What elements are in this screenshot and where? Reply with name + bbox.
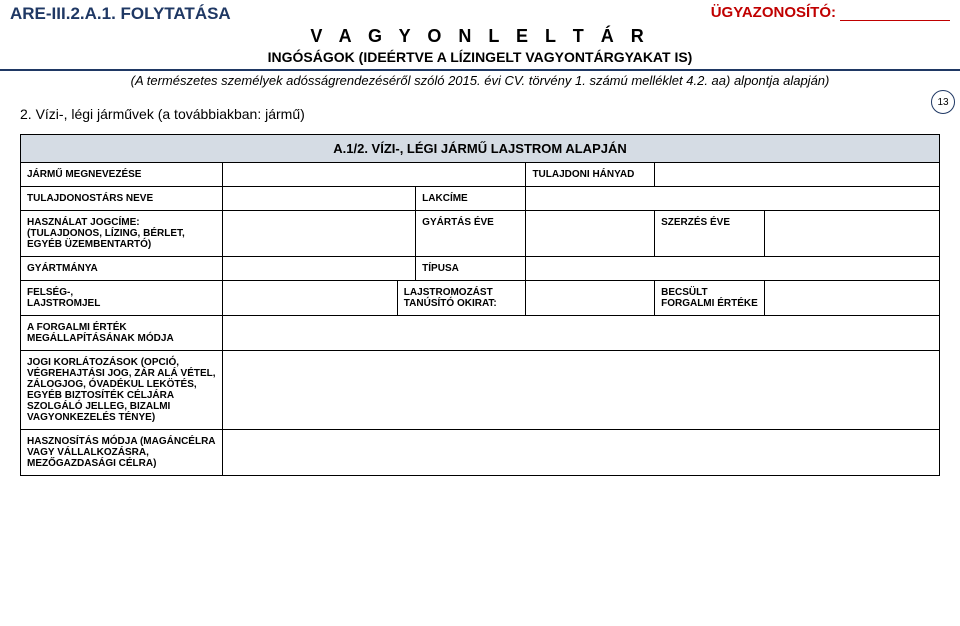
- field-jarmu-megnevezese[interactable]: [223, 163, 526, 187]
- subtitle-2: (A természetes személyek adósságrendezés…: [0, 73, 960, 88]
- field-tulajdoni-hanyad[interactable]: [655, 163, 940, 187]
- label-hasznositas-modja: HASZNOSÍTÁS MÓDJA (MAGÁNCÉLRA VAGY VÁLLA…: [21, 430, 223, 476]
- label-felseg-lajstromjel: FELSÉG-, LAJSTROMJEL: [21, 281, 223, 316]
- field-hasznalat-jogcime[interactable]: [223, 211, 416, 257]
- field-szerzes-eve[interactable]: [765, 211, 940, 257]
- main-title: V A G Y O N L E L T Á R: [0, 26, 960, 47]
- field-tulajdonostars-neve[interactable]: [223, 187, 416, 211]
- section-heading: 2. Vízi-, légi járművek (a továbbiakban:…: [20, 106, 940, 122]
- label-gyartmanya: GYÁRTMÁNYA: [21, 257, 223, 281]
- label-szerzes-eve: SZERZÉS ÉVE: [655, 211, 765, 257]
- label-lakcime: LAKCÍME: [416, 187, 526, 211]
- label-jarmu-megnevezese: JÁRMŰ MEGNEVEZÉSE: [21, 163, 223, 187]
- field-lajstromozast-tanusito[interactable]: [526, 281, 655, 316]
- label-gyartas-eve: GYÁRTÁS ÉVE: [416, 211, 526, 257]
- label-hasznalat-jogcime: HASZNÁLAT JOGCÍME: (TULAJDONOS, LÍZING, …: [21, 211, 223, 257]
- case-id-label: ÜGYAZONOSÍTÓ:: [711, 4, 950, 21]
- field-forgalmi-ertek-modja[interactable]: [223, 316, 940, 351]
- label-becsult-forgalmi: BECSÜLT FORGALMI ÉRTÉKE: [655, 281, 765, 316]
- divider: [0, 69, 960, 71]
- label-lajstromozast-tanusito: LAJSTROMOZÁST TANÚSÍTÓ OKIRAT:: [397, 281, 526, 316]
- form-code: ARE-III.2.A.1. FOLYTATÁSA: [10, 4, 231, 24]
- field-hasznositas-modja[interactable]: [223, 430, 940, 476]
- case-id-line: [840, 20, 950, 21]
- field-tipusa[interactable]: [526, 257, 940, 281]
- field-felseg-lajstromjel[interactable]: [223, 281, 398, 316]
- field-jogi-korlatozasok[interactable]: [223, 351, 940, 430]
- label-forgalmi-ertek-modja: A FORGALMI ÉRTÉK MEGÁLLAPÍTÁSÁNAK MÓDJA: [21, 316, 223, 351]
- page-header: ARE-III.2.A.1. FOLYTATÁSA ÜGYAZONOSÍTÓ:: [0, 0, 960, 24]
- subtitle-1: INGÓSÁGOK (IDEÉRTVE A LÍZINGELT VAGYONTÁ…: [0, 49, 960, 65]
- label-jogi-korlatozasok: JOGI KORLÁTOZÁSOK (OPCIÓ, VÉGREHAJTÁSI J…: [21, 351, 223, 430]
- title-block: V A G Y O N L E L T Á R INGÓSÁGOK (IDEÉR…: [0, 26, 960, 88]
- label-tulajdoni-hanyad: TULAJDONI HÁNYAD: [526, 163, 655, 187]
- field-gyartas-eve[interactable]: [526, 211, 655, 257]
- field-gyartmanya[interactable]: [223, 257, 416, 281]
- field-lakcime[interactable]: [526, 187, 940, 211]
- band-title: A.1/2. VÍZI-, LÉGI JÁRMŰ LAJSTROM ALAPJÁ…: [21, 135, 940, 163]
- form-table: A.1/2. VÍZI-, LÉGI JÁRMŰ LAJSTROM ALAPJÁ…: [20, 134, 940, 476]
- field-becsult-forgalmi[interactable]: [765, 281, 940, 316]
- case-id-text: ÜGYAZONOSÍTÓ:: [711, 4, 836, 21]
- label-tulajdonostars-neve: TULAJDONOSTÁRS NEVE: [21, 187, 223, 211]
- label-tipusa: TÍPUSA: [416, 257, 526, 281]
- page-number-badge: 13: [931, 90, 955, 114]
